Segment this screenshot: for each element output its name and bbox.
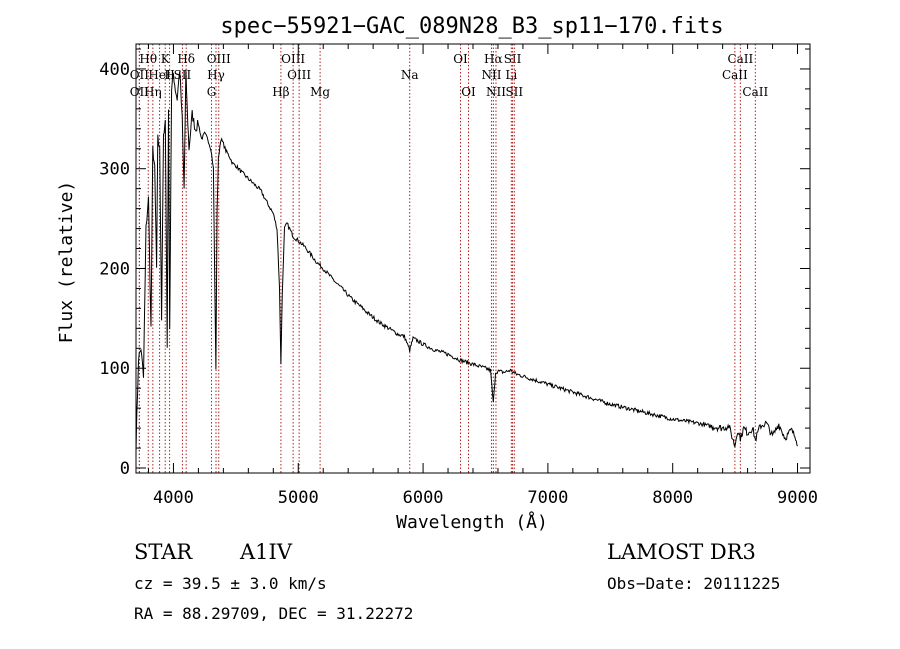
y-tick-label: 300 (99, 160, 130, 180)
spectral-line-label: OI (461, 85, 476, 99)
spectrum-series (135, 69, 798, 454)
spectral-line-label: G (207, 85, 217, 99)
spectral-line-label: CaII (742, 85, 768, 99)
spectral-line-label: CaII (722, 68, 748, 82)
spectral-line-label: OII (130, 85, 150, 99)
x-tick-label: 4000 (153, 488, 194, 508)
x-tick-label: 6000 (403, 488, 444, 508)
spectral-line-label: Hβ (272, 85, 289, 99)
spectral-line-label: HeI (148, 68, 171, 82)
spectral-line-label: Hδ (177, 52, 195, 66)
spectral-line-label: Hα (484, 52, 503, 66)
flux-series-line (135, 69, 798, 454)
plot-frame (135, 43, 811, 474)
survey-name: LAMOST DR3 (607, 540, 756, 564)
spectral-line-label: OIII (287, 68, 311, 82)
spectral-line-label: Hθ (139, 52, 157, 66)
spectral-line-label: NII (481, 68, 501, 82)
y-axis-label: Flux (relative) (56, 181, 77, 344)
chart-title: spec−55921−GAC_089N28_B3_sp11−170.fits (220, 14, 723, 39)
spectral-line-label: NII (486, 85, 506, 99)
spectral-line-label: K (161, 52, 171, 66)
x-tick-label: 9000 (777, 488, 818, 508)
x-tick-label: 5000 (278, 488, 319, 508)
redshift-text: cz = 39.5 ± 3.0 km/s (134, 574, 327, 593)
spectral-line-label: H (164, 68, 174, 82)
y-tick-label: 200 (99, 259, 130, 279)
coordinates-text: RA = 88.29709, DEC = 31.22272 (134, 604, 413, 623)
spectral-line-label: Li (505, 68, 517, 82)
x-tick-label: 8000 (652, 488, 693, 508)
object-class: STAR (134, 540, 193, 564)
spectral-line-label: Mg (310, 85, 330, 99)
y-tick-label: 400 (99, 60, 130, 80)
x-axis-label: Wavelength (Å) (396, 511, 548, 533)
obs-date-text: Obs−Date: 20111225 (607, 574, 780, 593)
spectral-line-label: Na (401, 68, 419, 82)
spectral-line-label: CaII (727, 52, 753, 66)
y-tick-label: 100 (99, 359, 130, 379)
axis-ticks: 4000 5000 6000 7000 8000 9000 0 100 200 300 400 (99, 44, 818, 508)
spectral-line-label: SII (174, 68, 192, 82)
x-tick-label: 7000 (527, 488, 568, 508)
spectral-line-label: OII (130, 68, 150, 82)
spectral-line-label: SII (505, 85, 523, 99)
y-tick-label: 0 (120, 459, 130, 479)
spectral-line-label: OIII (207, 52, 231, 66)
spectral-line-label: Hη (144, 85, 162, 99)
object-subclass: A1IV (239, 540, 293, 564)
spectral-line-label: Hγ (207, 68, 225, 82)
spectral-line-label: OI (453, 52, 468, 66)
spectral-line-label: OIII (281, 52, 305, 66)
spectral-line-label: SII (504, 52, 522, 66)
